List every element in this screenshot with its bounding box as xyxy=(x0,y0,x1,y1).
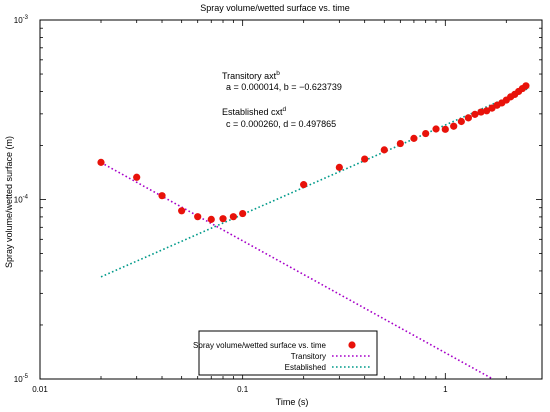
data-point xyxy=(471,110,479,118)
legend-box xyxy=(198,330,378,376)
x-tick-label: 1 xyxy=(443,385,448,394)
data-point xyxy=(194,213,202,221)
data-point xyxy=(97,158,105,166)
data-point xyxy=(335,163,343,171)
data-point xyxy=(380,146,388,154)
annotation-established-exponent: d xyxy=(283,106,287,113)
data-point xyxy=(219,215,227,223)
data-point xyxy=(441,125,449,133)
data-point xyxy=(207,215,215,223)
data-point xyxy=(239,209,247,218)
data-point xyxy=(300,181,308,189)
annotation-established-title-text: Established cxt xyxy=(222,107,283,117)
data-point xyxy=(133,173,141,181)
annotation-transitory-params: a = 0.000014, b = −0.623739 xyxy=(226,82,342,92)
y-tick-label: 10-5 xyxy=(14,374,29,384)
y-tick-label: 10-4 xyxy=(14,195,29,205)
legend-label: Established xyxy=(285,363,326,372)
data-point xyxy=(229,213,237,221)
annotation-established-params: c = 0.000260, d = 0.497865 xyxy=(226,119,336,129)
data-point xyxy=(361,155,369,163)
data-point xyxy=(158,192,166,200)
y-tick-label-exponent: -4 xyxy=(23,195,29,201)
legend-items: Spray volume/wetted surface vs. time Tran… xyxy=(193,341,372,372)
chart-title: Spray volume/wetted surface vs. time xyxy=(200,3,350,13)
data-point xyxy=(450,122,458,130)
y-axis: 10-510-410-3 xyxy=(14,15,542,384)
data-point xyxy=(483,107,491,115)
y-tick-label-exponent: -5 xyxy=(23,374,29,380)
y-tick-label-base: 10 xyxy=(14,375,23,384)
legend: Spray volume/wetted surface vs. time Tran… xyxy=(193,330,378,376)
legend-label: Transitory xyxy=(291,352,326,361)
x-axis-label: Time (s) xyxy=(276,397,309,407)
data-point xyxy=(178,207,186,215)
data-point xyxy=(522,82,530,90)
data-point xyxy=(410,134,418,142)
legend-marker xyxy=(348,341,356,349)
y-tick-label-exponent: -3 xyxy=(23,15,29,21)
x-tick-label: 0.1 xyxy=(237,385,249,394)
data-point xyxy=(457,117,465,126)
y-axis-label: Spray volume/wetted surface (m) xyxy=(4,136,14,268)
data-point xyxy=(422,129,430,138)
annotation-transitory-title-text: Transitory axt xyxy=(222,71,277,81)
data-point xyxy=(432,125,440,133)
data-point xyxy=(396,139,404,148)
x-axis: 0.01 0.1 1 xyxy=(32,20,543,394)
y-tick-label-base: 10 xyxy=(14,16,23,25)
y-tick-label: 10-3 xyxy=(14,15,29,25)
data-point xyxy=(477,108,485,116)
annotation-established-title: Established cxtd xyxy=(222,106,287,117)
x-tick-label: 0.01 xyxy=(32,385,48,394)
plot-area xyxy=(97,82,530,379)
data-point xyxy=(464,114,473,122)
legend-label: Spray volume/wetted surface vs. time xyxy=(193,341,326,350)
y-tick-label-base: 10 xyxy=(14,196,23,205)
annotation-transitory-title: Transitory axtb xyxy=(222,70,280,81)
annotation-transitory-exponent: b xyxy=(276,70,280,77)
